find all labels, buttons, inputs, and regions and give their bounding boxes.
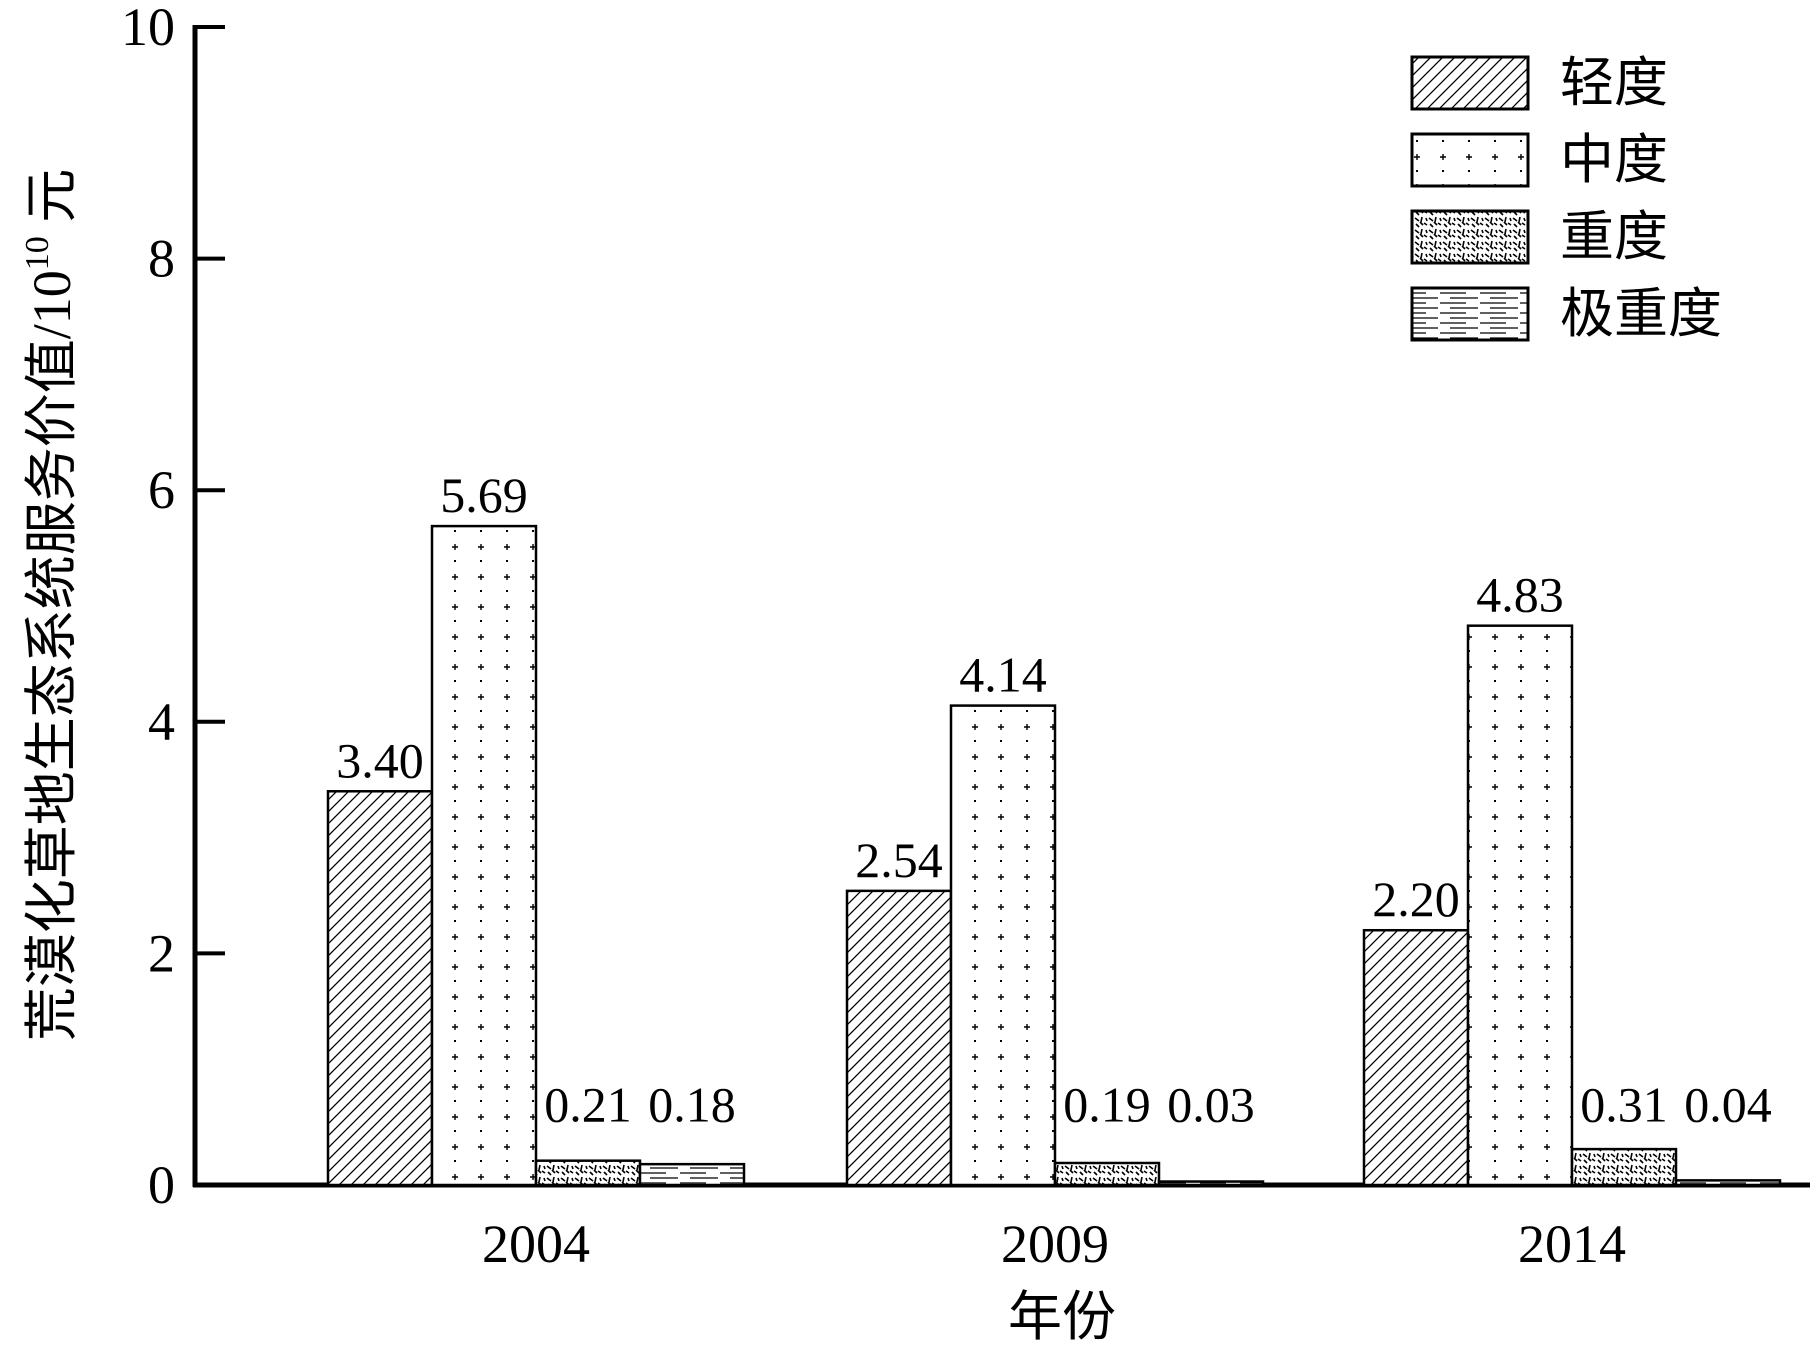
y-tick-label: 4 xyxy=(148,692,175,752)
axes: 0 2 4 6 8 10 2004 2009 2014 年份 xyxy=(121,0,1810,1347)
bar-轻度 xyxy=(1362,928,1470,1187)
data-label: 0.18 xyxy=(648,1076,736,1132)
legend-label: 中度 xyxy=(1560,130,1668,190)
bar-极重度 xyxy=(638,1162,746,1187)
data-labels: 3.40 5.69 0.21 0.18 2.54 4.14 0.19 0.03 2.20 4.83… xyxy=(336,467,1772,1132)
x-tick-label: 2004 xyxy=(482,1214,590,1274)
legend-label: 重度 xyxy=(1560,207,1668,267)
data-label: 4.83 xyxy=(1476,567,1564,623)
bar-中度 xyxy=(1466,624,1574,1187)
data-label: 0.03 xyxy=(1167,1076,1255,1132)
bar-轻度 xyxy=(326,790,434,1187)
y-tick-label: 0 xyxy=(148,1155,175,1215)
bar-极重度 xyxy=(1674,1179,1782,1187)
y-axis-title: 荒漠化草地生态系统服务价值/1010 元 xyxy=(19,169,82,1042)
data-label: 0.19 xyxy=(1063,1076,1151,1132)
bar-极重度 xyxy=(1157,1180,1265,1187)
legend-swatch xyxy=(1410,286,1530,342)
data-label: 2.20 xyxy=(1372,871,1460,927)
bar-重度 xyxy=(1053,1161,1161,1187)
data-label: 4.14 xyxy=(959,647,1047,703)
data-label: 3.40 xyxy=(336,732,424,788)
x-axis-title: 年份 xyxy=(1008,1287,1116,1347)
x-tick-label: 2014 xyxy=(1518,1214,1626,1274)
bar-轻度 xyxy=(845,889,953,1187)
bar-中度 xyxy=(949,704,1057,1187)
legend-swatch xyxy=(1410,132,1530,188)
legend-label: 轻度 xyxy=(1560,53,1668,113)
bar-中度 xyxy=(430,524,538,1187)
bar-重度 xyxy=(1570,1147,1678,1187)
data-label: 0.04 xyxy=(1684,1076,1772,1132)
data-label: 0.31 xyxy=(1580,1076,1668,1132)
bars xyxy=(326,524,1782,1187)
legend-swatch xyxy=(1410,209,1530,265)
y-axis-title-text: 荒漠化草地生态系统服务价值/1010 元 xyxy=(19,169,82,1042)
y-tick-label: 8 xyxy=(148,229,175,289)
y-tick-label: 10 xyxy=(121,0,175,57)
bar-重度 xyxy=(534,1159,642,1187)
data-label: 0.21 xyxy=(544,1076,632,1132)
y-tick-label: 6 xyxy=(148,460,175,520)
legend-swatch xyxy=(1410,55,1530,111)
data-label: 2.54 xyxy=(855,832,943,888)
y-tick-label: 2 xyxy=(148,923,175,983)
x-tick-label: 2009 xyxy=(1001,1214,1109,1274)
legend-label: 极重度 xyxy=(1560,284,1722,344)
data-label: 5.69 xyxy=(440,467,528,523)
